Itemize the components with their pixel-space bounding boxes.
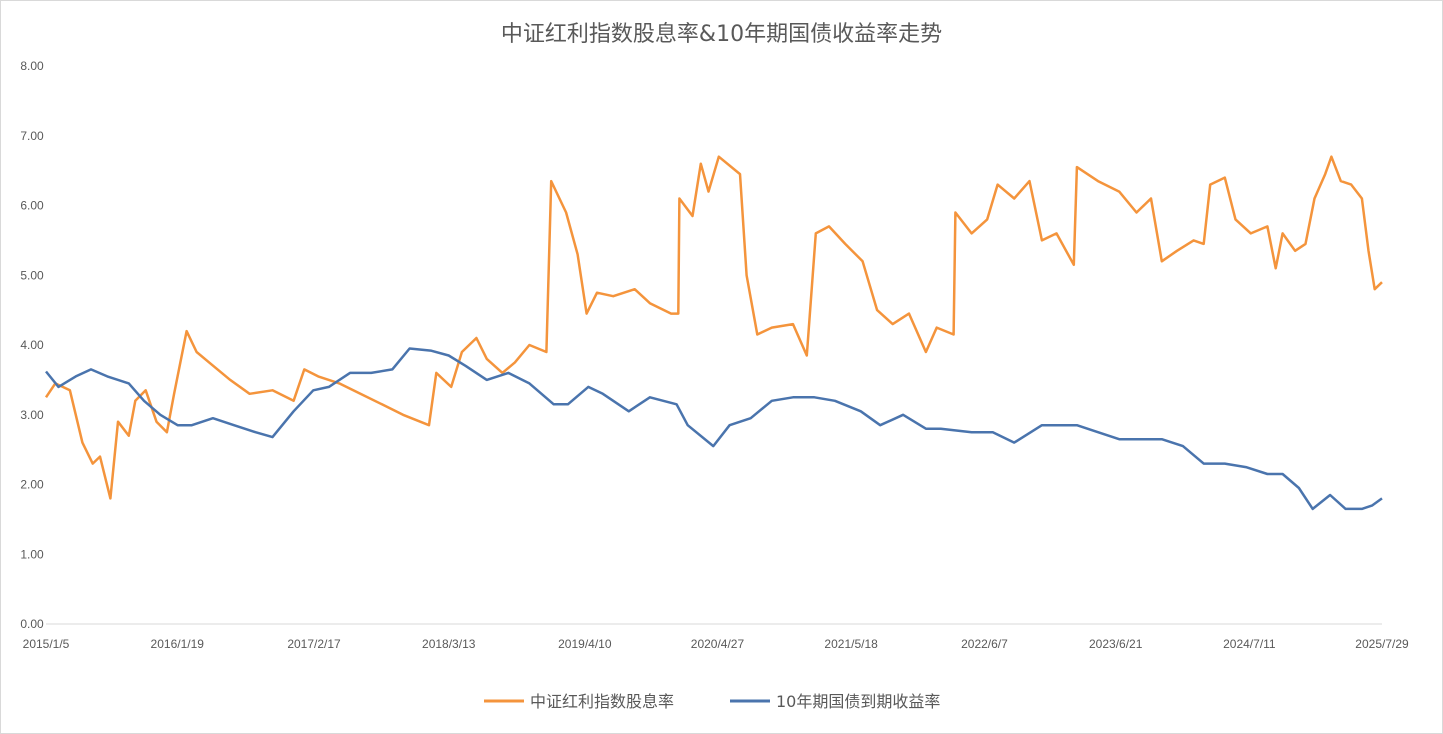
y-tick-label: 8.00 — [20, 59, 44, 73]
x-tick-label: 2017/2/17 — [287, 637, 341, 651]
y-tick-label: 2.00 — [20, 478, 44, 492]
x-tick-label: 2015/1/5 — [23, 637, 70, 651]
x-axis: 2015/1/5 2016/1/19 2017/2/17 2018/3/13 2019/… — [23, 623, 1409, 651]
x-tick-label: 2021/5/18 — [824, 637, 878, 651]
x-tick-label: 2025/7/29 — [1355, 637, 1409, 651]
x-tick-label: 2024/7/11 — [1223, 637, 1276, 651]
x-tick-label: 2023/6/21 — [1089, 637, 1143, 651]
x-tick-label: 2019/4/10 — [558, 637, 612, 651]
x-tick-label: 2018/3/13 — [422, 637, 476, 651]
series-layer — [44, 155, 1383, 511]
y-tick-label: 1.00 — [20, 547, 44, 561]
y-tick-label: 6.00 — [20, 199, 44, 213]
legend: 中证红利指数股息率 10年期国债到期收益率 — [484, 692, 940, 711]
legend-label-2: 10年期国债到期收益率 — [776, 692, 940, 711]
y-axis: 0.00 1.00 2.00 3.00 4.00 5.00 6.00 7.00 8.00 — [20, 59, 44, 631]
y-tick-label: 3.00 — [20, 408, 44, 422]
y-tick-label: 7.00 — [20, 129, 44, 143]
x-tick-label: 2022/6/7 — [961, 637, 1008, 651]
y-tick-label: 5.00 — [20, 268, 44, 282]
x-tick-label: 2016/1/19 — [151, 637, 205, 651]
series-line-2 — [45, 347, 1383, 511]
series-line-1 — [44, 155, 1383, 500]
legend-label-1: 中证红利指数股息率 — [530, 692, 674, 711]
x-tick-label: 2020/4/27 — [691, 637, 745, 651]
y-tick-label: 0.00 — [20, 617, 44, 631]
chart-title: 中证红利指数股息率&10年期国债收益率走势 — [500, 22, 943, 47]
y-tick-label: 4.00 — [20, 338, 44, 352]
